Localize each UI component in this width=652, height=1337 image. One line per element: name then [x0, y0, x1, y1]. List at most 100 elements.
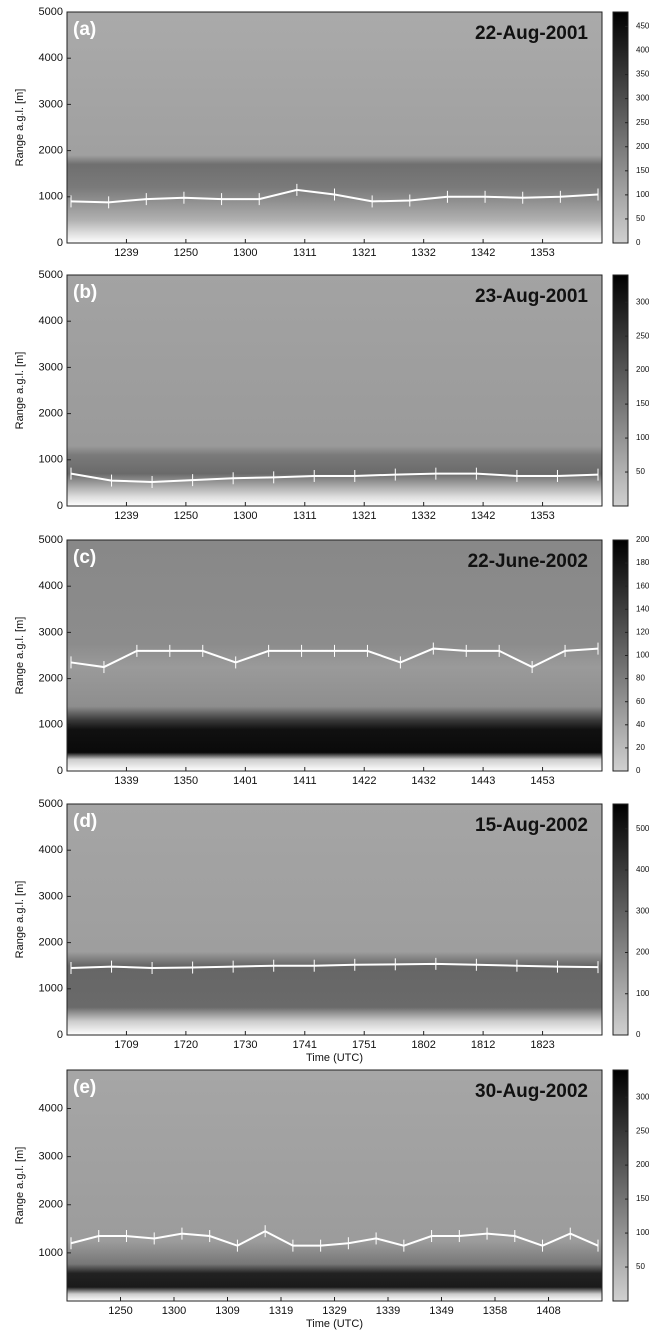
x-tick-label: 1730 — [233, 1039, 257, 1051]
x-tick-label: 1339 — [376, 1305, 400, 1317]
y-tick-label: 4000 — [39, 52, 63, 64]
colorbar-tick-label: 150 — [636, 166, 650, 175]
colorbar-tick-label: 20 — [636, 743, 645, 752]
heatmap — [66, 11, 603, 244]
y-tick-label: 2000 — [39, 1199, 63, 1211]
x-tick-label: 1250 — [174, 247, 198, 259]
y-tick-label: 3000 — [39, 361, 63, 373]
x-tick-label: 1309 — [215, 1305, 239, 1317]
x-tick-label: 1751 — [352, 1039, 376, 1051]
x-tick-label: 1443 — [471, 775, 495, 787]
colorbar — [612, 803, 629, 1036]
colorbar — [612, 1069, 629, 1302]
x-tick-label: 1349 — [429, 1305, 453, 1317]
colorbar-tick-label: 250 — [636, 1126, 650, 1135]
x-tick-label: 1332 — [411, 510, 435, 522]
x-tick-label: 1321 — [352, 510, 376, 522]
y-tick-label: 4000 — [39, 1102, 63, 1114]
x-tick-label: 1319 — [269, 1305, 293, 1317]
y-tick-label: 4000 — [39, 315, 63, 327]
x-tick-label: 1321 — [352, 247, 376, 259]
colorbar-tick-label: 400 — [636, 46, 650, 55]
x-tick-label: 1342 — [471, 247, 495, 259]
x-tick-label: 1329 — [322, 1305, 346, 1317]
y-tick-label: 2000 — [39, 673, 63, 685]
colorbar-tick-label: 150 — [636, 1194, 650, 1203]
x-tick-label: 1332 — [411, 247, 435, 259]
y-axis-label: Range a.g.l. [m] — [14, 89, 26, 167]
panel: 1000 2000 3000 4000 1250 1300 1309 1319 1329 1339… — [14, 1069, 650, 1330]
colorbar-tick-label: 50 — [636, 214, 645, 223]
panel-label: (c) — [73, 547, 96, 568]
x-tick-label: 1239 — [114, 510, 138, 522]
colorbar-tick-label: 200 — [636, 365, 650, 374]
y-tick-label: 1000 — [39, 454, 63, 466]
colorbar-tick-label: 120 — [636, 628, 650, 637]
x-tick-label: 1350 — [174, 775, 198, 787]
colorbar-tick-label: 0 — [636, 1030, 641, 1039]
y-axis-label: Range a.g.l. [m] — [14, 617, 26, 695]
x-tick-label: 1342 — [471, 510, 495, 522]
panel-title: 22-Aug-2001 — [475, 23, 588, 44]
colorbar-tick-label: 160 — [636, 581, 650, 590]
y-tick-label: 1000 — [39, 719, 63, 731]
colorbar-tick-label: 200 — [636, 142, 650, 151]
colorbar-tick-label: 350 — [636, 70, 650, 79]
colorbar-tick-label: 100 — [636, 989, 650, 998]
colorbar-tick-label: 100 — [636, 1228, 650, 1237]
y-tick-label: 2000 — [39, 145, 63, 157]
x-tick-label: 1432 — [411, 775, 435, 787]
y-tick-label: 3000 — [39, 890, 63, 902]
colorbar-tick-label: 0 — [636, 766, 641, 775]
x-tick-label: 1823 — [530, 1039, 554, 1051]
y-axis-label: Range a.g.l. [m] — [14, 881, 26, 959]
colorbar-tick-label: 300 — [636, 1092, 650, 1101]
colorbar-tick-label: 100 — [636, 190, 650, 199]
colorbar-tick-label: 200 — [636, 535, 650, 544]
x-axis-label: Time (UTC) — [306, 1052, 363, 1064]
colorbar-tick-label: 250 — [636, 118, 650, 127]
y-tick-label: 1000 — [39, 191, 63, 203]
panel-label: (e) — [73, 1077, 96, 1098]
colorbar-tick-label: 200 — [636, 1160, 650, 1169]
y-tick-label: 0 — [57, 1029, 63, 1041]
colorbar-tick-label: 100 — [636, 651, 650, 660]
x-tick-label: 1353 — [530, 510, 554, 522]
x-tick-label: 1720 — [174, 1039, 198, 1051]
y-tick-label: 4000 — [39, 580, 63, 592]
x-tick-label: 1239 — [114, 247, 138, 259]
x-tick-label: 1408 — [536, 1305, 560, 1317]
x-tick-label: 1812 — [471, 1039, 495, 1051]
y-tick-label: 5000 — [39, 269, 63, 281]
y-axis-label: Range a.g.l. [m] — [14, 352, 26, 430]
panel-title: 22-June-2002 — [468, 551, 588, 572]
colorbar-tick-label: 200 — [636, 948, 650, 957]
colorbar-tick-label: 0 — [636, 238, 641, 247]
x-tick-label: 1300 — [233, 247, 257, 259]
x-tick-label: 1358 — [483, 1305, 507, 1317]
x-tick-label: 1741 — [293, 1039, 317, 1051]
heatmap — [66, 274, 603, 507]
colorbar-tick-label: 150 — [636, 399, 650, 408]
colorbar-tick-label: 400 — [636, 865, 650, 874]
x-tick-label: 1311 — [293, 510, 317, 522]
panel-label: (d) — [73, 811, 97, 832]
colorbar-tick-label: 300 — [636, 906, 650, 915]
x-tick-label: 1453 — [530, 775, 554, 787]
x-tick-label: 1802 — [411, 1039, 435, 1051]
y-tick-label: 1000 — [39, 983, 63, 995]
y-tick-label: 0 — [57, 500, 63, 512]
pbl-line — [70, 962, 599, 970]
colorbar — [612, 274, 629, 507]
heatmap — [66, 1069, 603, 1302]
x-tick-label: 1339 — [114, 775, 138, 787]
colorbar-tick-label: 60 — [636, 697, 645, 706]
y-tick-label: 3000 — [39, 1151, 63, 1163]
y-tick-label: 0 — [57, 237, 63, 249]
y-tick-label: 1000 — [39, 1247, 63, 1259]
y-tick-label: 2000 — [39, 408, 63, 420]
panel-title: 15-Aug-2002 — [475, 815, 588, 836]
